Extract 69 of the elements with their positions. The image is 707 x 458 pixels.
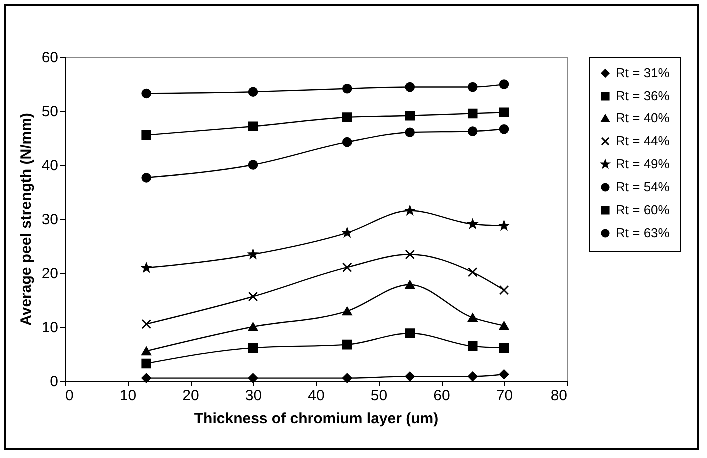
y-axis-title: Average peel strength (N/mm) <box>18 113 35 326</box>
point <box>499 108 510 118</box>
point <box>405 372 416 382</box>
point <box>342 137 352 148</box>
point <box>405 82 416 92</box>
legend-label: Rt = 54% <box>616 180 670 194</box>
y-tick-label: 50 <box>42 104 58 120</box>
point <box>405 110 416 121</box>
point <box>142 358 152 369</box>
point <box>499 285 510 296</box>
point <box>405 206 415 215</box>
point <box>342 84 352 94</box>
point <box>248 292 258 302</box>
y-tick-label: 60 <box>42 50 58 66</box>
x-tick-label: 80 <box>550 388 568 404</box>
point <box>499 124 510 134</box>
x-tick-label: 40 <box>308 388 325 404</box>
point <box>342 307 352 316</box>
point <box>405 250 416 260</box>
legend-label: Rt = 49% <box>616 156 670 172</box>
legend-label: Rt = 36% <box>616 88 670 104</box>
legend-label: Rt = 31% <box>616 66 670 80</box>
point <box>342 373 352 384</box>
point <box>499 343 510 353</box>
y-tick-label: 0 <box>50 374 58 390</box>
point <box>468 82 478 92</box>
point <box>142 88 152 99</box>
point <box>342 262 352 272</box>
x-tick-label: 10 <box>120 388 137 404</box>
point <box>248 322 258 332</box>
x-tick-label: 20 <box>182 388 200 404</box>
point <box>468 342 478 352</box>
point <box>468 268 478 278</box>
point <box>248 87 258 97</box>
y-tick-label: 30 <box>42 212 58 228</box>
x-axis-title: Thickness of chromium layer (um) <box>194 410 439 428</box>
legend-label: Rt = 63% <box>616 226 670 240</box>
point <box>405 280 416 290</box>
point <box>248 343 258 353</box>
point <box>405 328 416 338</box>
point <box>405 128 416 138</box>
x-tick-label: 50 <box>370 388 388 404</box>
point <box>499 322 510 330</box>
x-tick-label: 70 <box>496 388 514 404</box>
point <box>468 126 478 136</box>
legend-label: Rt = 60% <box>616 202 670 218</box>
point <box>342 112 352 122</box>
legend-label: Rt = 40% <box>616 110 670 126</box>
point <box>468 220 478 228</box>
point <box>468 108 478 119</box>
point <box>499 370 510 380</box>
y-tick-label: 40 <box>42 158 58 174</box>
x-tick-label: 30 <box>245 388 262 404</box>
point <box>499 80 510 90</box>
point <box>248 160 258 170</box>
y-tick-label: 10 <box>42 320 58 336</box>
point <box>248 122 258 132</box>
point <box>142 130 152 140</box>
y-tick-label: 20 <box>42 266 58 282</box>
point <box>342 340 352 350</box>
point <box>468 313 478 322</box>
point <box>142 373 152 384</box>
point <box>468 372 478 382</box>
point <box>248 373 258 384</box>
point <box>142 319 152 330</box>
x-tick-label: 60 <box>434 388 450 404</box>
legend-label: Rt = 44% <box>616 134 670 148</box>
point <box>342 228 352 238</box>
x-tick-label: 0 <box>66 388 74 404</box>
